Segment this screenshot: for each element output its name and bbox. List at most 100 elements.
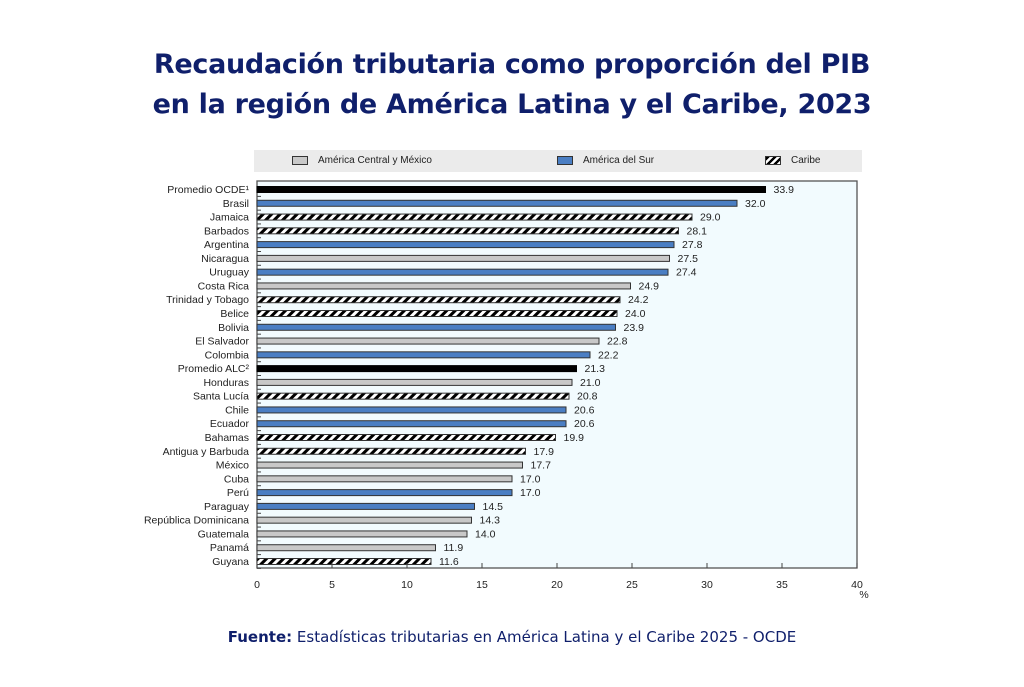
x-tick-label-0: 0: [254, 579, 260, 591]
bar-mexico: [256, 461, 523, 469]
value-label-antigua-y-barbuda: 17.9: [534, 446, 555, 458]
category-label-santa-lucia: Santa Lucía: [193, 391, 249, 403]
x-axis: 0 5 10 15 20 25 30 35 40%: [254, 563, 869, 601]
category-label-uruguay: Uruguay: [209, 267, 249, 279]
value-label-mexico: 17.7: [531, 460, 552, 472]
bar-uruguay: [256, 268, 669, 276]
legend-item-sur: América del Sur: [557, 155, 654, 166]
category-label-mexico: México: [216, 460, 249, 472]
legend-label-central: América Central y México: [318, 155, 432, 166]
value-label-brasil: 32.0: [745, 198, 766, 210]
category-label-belice: Belice: [220, 308, 249, 320]
category-label-costa-rica: Costa Rica: [198, 280, 250, 292]
legend-item-caribe: Caribe: [765, 155, 820, 166]
legend-swatch-blue: [557, 156, 573, 165]
bar-promedio-ocde: [256, 186, 766, 193]
value-label-costa-rica: 24.9: [639, 280, 660, 292]
bar-barbados: [256, 227, 679, 235]
value-label-argentina: 27.8: [682, 239, 703, 251]
value-label-trinidad-y-tobago: 24.2: [628, 294, 649, 306]
x-tick-label-30: 30: [701, 579, 713, 591]
category-label-barbados: Barbados: [204, 225, 249, 237]
category-label-colombia: Colombia: [205, 349, 250, 361]
value-label-santa-lucia: 20.8: [577, 391, 598, 403]
bar-argentina: [256, 241, 675, 249]
x-tick-label-20: 20: [551, 579, 563, 591]
bar-trinidad-y-tobago: [256, 296, 621, 304]
value-label-promedio-alc: 21.3: [585, 363, 606, 375]
value-label-chile: 20.6: [574, 404, 595, 416]
legend-label-sur: América del Sur: [583, 155, 655, 166]
value-label-peru: 17.0: [520, 487, 541, 499]
value-label-nicaragua: 27.5: [678, 253, 699, 265]
value-labels: 33.9 32.0 29.028.1 27.8 27.5 27.4 24.9 24.2 24.0…: [439, 184, 794, 568]
value-label-honduras: 21.0: [580, 377, 601, 389]
bar-antigua-y-barbuda: [256, 447, 526, 455]
category-label-honduras: Honduras: [203, 377, 249, 389]
value-label-bahamas: 19.9: [564, 432, 585, 444]
category-label-argentina: Argentina: [204, 239, 249, 251]
category-label-chile: Chile: [225, 404, 249, 416]
bar-colombia: [256, 351, 591, 359]
value-label-promedio-ocde: 33.9: [774, 184, 795, 196]
bar-ecuador: [256, 420, 567, 428]
source-note: Fuente: Estadísticas tributarias en Amér…: [0, 628, 1024, 646]
category-label-brasil: Brasil: [223, 198, 249, 210]
chart-title: Recaudación tributaria como proporción d…: [0, 45, 1024, 125]
category-label-bahamas: Bahamas: [205, 432, 249, 444]
bar-costa-rica: [256, 282, 631, 290]
value-label-paraguay: 14.5: [483, 501, 504, 513]
x-tick-label-15: 15: [476, 579, 488, 591]
category-label-el-salvador: El Salvador: [195, 336, 249, 348]
title-line-1: Recaudación tributaria como proporción d…: [153, 49, 871, 80]
source-text: Estadísticas tributarias en América Lati…: [296, 628, 797, 646]
value-label-barbados: 28.1: [687, 225, 708, 237]
category-label-republica-dominicana: República Dominicana: [144, 515, 249, 527]
bar-guatemala: [256, 530, 468, 538]
bar-peru: [256, 489, 513, 497]
bar-promedio-alc: [256, 365, 577, 373]
bar-el-salvador: [256, 337, 600, 345]
value-label-panama: 11.9: [444, 542, 464, 554]
category-label-promedio-ocde: Promedio OCDE¹: [167, 184, 249, 196]
bar-panama: [256, 544, 436, 552]
bar-brasil: [256, 199, 738, 207]
x-tick-label-10: 10: [401, 579, 413, 591]
value-label-republica-dominicana: 14.3: [480, 515, 501, 527]
bar-guyana: [256, 558, 432, 565]
x-axis-unit-label: %: [859, 589, 868, 601]
x-tick-label-5: 5: [329, 579, 335, 591]
value-label-colombia: 22.2: [598, 349, 619, 361]
bar-honduras: [256, 378, 573, 386]
legend-label-caribe: Caribe: [791, 155, 821, 166]
category-label-promedio-alc: Promedio ALC²: [178, 363, 250, 375]
value-label-jamaica: 29.0: [700, 212, 721, 224]
bar-cuba: [256, 475, 513, 483]
value-label-uruguay: 27.4: [676, 267, 697, 279]
value-label-guatemala: 14.0: [475, 528, 496, 540]
x-tick-label-25: 25: [626, 579, 638, 591]
legend-swatch-gray: [292, 156, 308, 165]
category-label-guyana: Guyana: [212, 556, 249, 568]
bars-group: [256, 186, 766, 565]
bar-belice: [256, 310, 618, 317]
bar-bolivia: [256, 323, 616, 331]
category-label-peru: Perú: [227, 487, 249, 499]
bar-republica-dominicana: [256, 516, 472, 524]
bar-jamaica: [256, 213, 693, 221]
value-label-bolivia: 23.9: [624, 322, 645, 334]
category-label-panama: Panamá: [210, 542, 249, 554]
category-label-jamaica: Jamaica: [210, 212, 249, 224]
value-label-ecuador: 20.6: [574, 418, 595, 430]
value-label-belice: 24.0: [625, 308, 646, 320]
value-label-cuba: 17.0: [520, 473, 541, 485]
bar-nicaragua: [256, 254, 670, 262]
source-label: Fuente:: [227, 628, 293, 646]
bar-chile: [256, 406, 567, 414]
bar-bahamas: [256, 434, 556, 441]
x-tick-label-35: 35: [776, 579, 788, 591]
plot-area: [256, 180, 858, 569]
category-label-paraguay: Paraguay: [204, 501, 250, 513]
